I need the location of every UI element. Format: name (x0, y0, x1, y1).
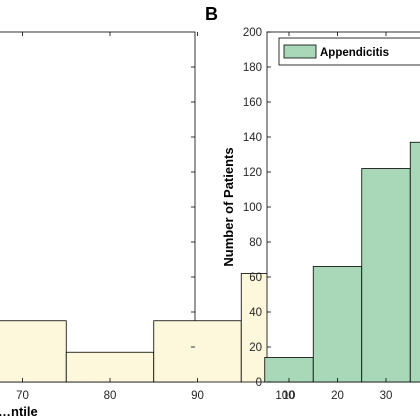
panel-a-bar-2 (65, 351, 155, 383)
panel-b-x-tick-label-2: 30 (380, 390, 393, 402)
panel-b-legend: Appendicitis (278, 37, 420, 66)
panel-a-x-axis-label: …ntile (0, 404, 38, 419)
panel-b-y-tick-label-4: 80 (249, 237, 262, 249)
panel-a-x-tick-label-2: 80 (104, 390, 117, 402)
panel-b-y-tick-label-3: 60 (249, 272, 262, 284)
panel-a-bar-3 (153, 320, 242, 383)
panel-b-x-tick-label-0: 10 (283, 390, 296, 402)
panel-a-x-tick-label-1: 70 (16, 390, 29, 402)
panel-b-legend-label: Appendicitis (320, 47, 389, 59)
panel-b-y-tick-label-2: 40 (249, 307, 262, 319)
panel-b-ticks: 0204060801001201401601802001020304… (243, 27, 393, 402)
panel-b-bar-2 (361, 168, 411, 383)
panel-a-x-tick-label-3: 90 (191, 390, 204, 402)
panel-a-bar-1 (0, 320, 67, 383)
panel-b-bars (264, 141, 420, 383)
panel-b-y-tick-label-1: 20 (249, 342, 262, 354)
panel-b-legend-swatch (283, 44, 317, 59)
panel-a-ticks: …0708090100 (16, 32, 295, 402)
panel-b-y-tick-label-10: 200 (243, 27, 262, 39)
panel-b: B 0204060801001201401601802001020304… Nu… (205, 4, 420, 402)
panel-b-bar-3 (409, 141, 420, 383)
panel-b-x-tick-label-1: 20 (331, 390, 344, 402)
panel-b-y-tick-label-7: 140 (243, 132, 262, 144)
panel-b-y-tick-label-6: 120 (243, 167, 262, 179)
panel-b-y-tick-label-9: 180 (243, 62, 262, 74)
panel-b-letter: B (205, 4, 218, 24)
panel-b-bar-1 (312, 266, 363, 383)
panel-b-y-tick-label-0: 0 (256, 377, 262, 389)
panel-b-y-axis-label: Number of Patients (221, 147, 236, 266)
panel-b-y-tick-label-8: 160 (243, 97, 262, 109)
panel-b-y-tick-label-5: 100 (243, 202, 262, 214)
panel-a-x-tick-label-4: 100 (275, 390, 294, 402)
panel-a: …0708090100 …ntile (0, 31, 330, 419)
